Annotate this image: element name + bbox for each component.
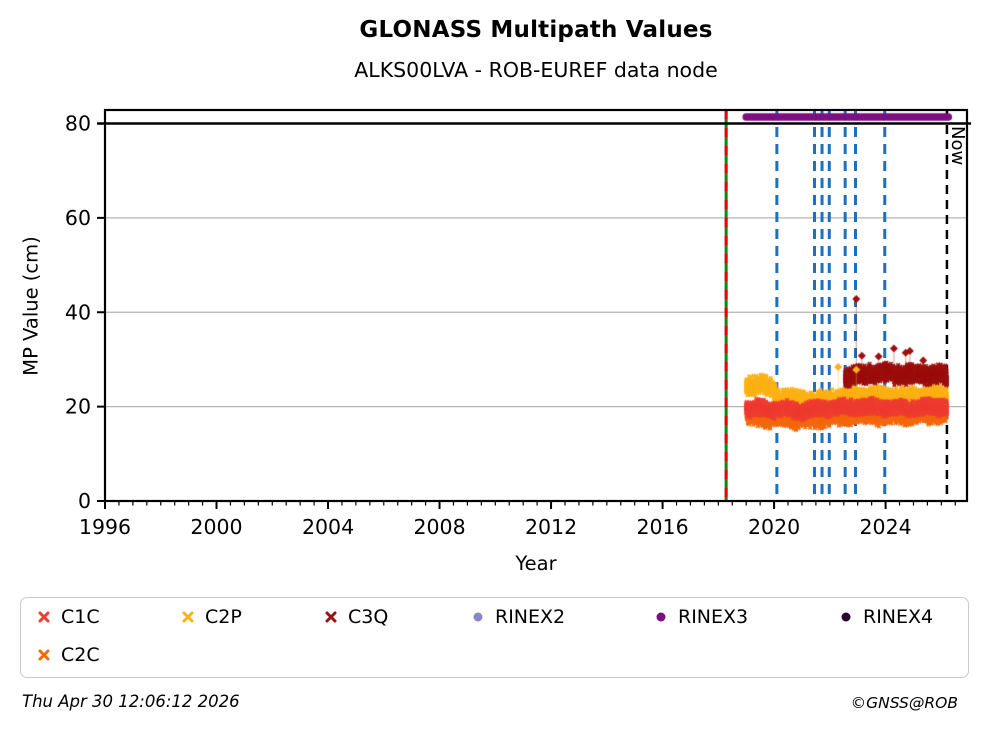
x-marker-icon [325,611,337,623]
legend-label: C2P [205,606,242,628]
credit: ©GNSS@ROB [850,694,958,712]
legend-item-c2c: C2C [37,644,100,666]
legend-label: C3Q [348,606,389,628]
legend-label: RINEX2 [495,606,566,628]
x-tick-label: 2024 [860,515,912,539]
x-tick-label: 2012 [525,515,577,539]
legend-label: C1C [61,606,100,628]
x-tick-label: 2016 [636,515,688,539]
x-tick-label: 2008 [413,515,465,539]
plot-frame [103,108,969,503]
x-tick-label: 1996 [79,515,131,539]
plot-axes-layer: 1996 2000 2004 2008 2012 2016 2020 2024 0 20 40 60 8… [65,108,969,539]
legend-label: RINEX3 [678,606,749,628]
y-tick-label: 80 [65,112,91,136]
x-tick-label: 2004 [302,515,354,539]
timestamp: Thu Apr 30 12:06:12 2026 [22,692,240,711]
x-marker-icon [182,611,194,623]
y-tick-label: 40 [65,300,91,324]
x-marker-icon [38,649,50,661]
now-label: Now [947,126,968,166]
y-tick-label: 60 [65,206,91,230]
legend-item-c3q: C3Q [324,606,388,628]
legend: C1C C2P C3Q RINEX2 RINEX3 RINEX4 C2C [20,597,969,678]
y-tick-label: 0 [78,489,91,513]
legend-item-rinex4: RINEX4 [839,606,933,628]
legend-item-rinex2: RINEX2 [471,606,565,628]
legend-item-rinex3: RINEX3 [654,606,748,628]
y-axis-label: MP Value (cm) [19,236,43,376]
x-axis-label: Year [515,552,557,575]
x-tick-label: 2000 [190,515,242,539]
dot-marker-icon [656,612,666,622]
legend-label: C2C [61,644,100,666]
dot-marker-icon [473,612,483,622]
y-tick-label: 20 [65,395,91,419]
dot-marker-icon [841,612,851,622]
x-marker-icon [38,611,50,623]
legend-item-c1c: C1C [37,606,100,628]
scatter-data-canvas [0,0,992,592]
legend-label: RINEX4 [863,606,934,628]
x-tick-label: 2020 [748,515,800,539]
legend-item-c2p: C2P [181,606,242,628]
